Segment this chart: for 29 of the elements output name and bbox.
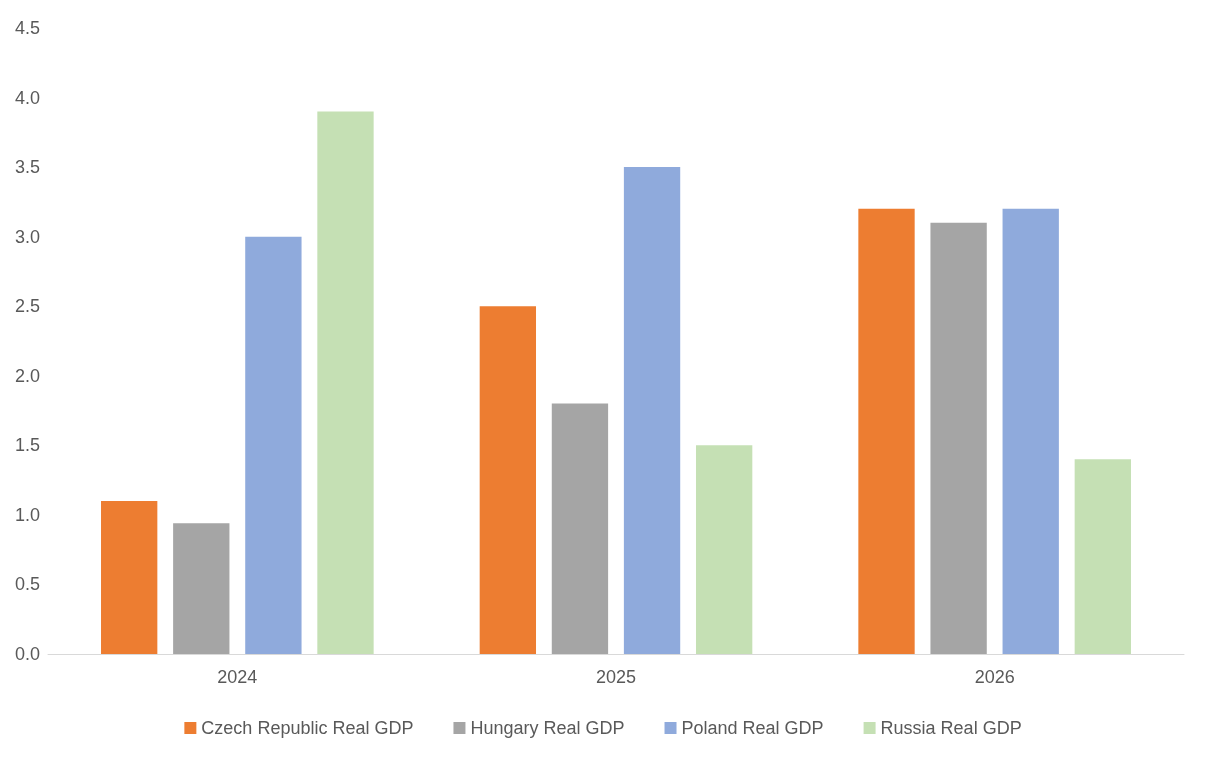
bar xyxy=(1002,208,1059,654)
legend-label: Czech Republic Real GDP xyxy=(201,718,414,738)
x-tick-label: 2026 xyxy=(974,667,1015,687)
bar xyxy=(173,523,230,654)
y-tick-label: 0.0 xyxy=(14,644,40,664)
y-tick-label: 0.5 xyxy=(14,574,40,595)
bar xyxy=(930,222,987,654)
y-tick-label: 1.0 xyxy=(14,504,40,525)
y-tick-label: 4.5 xyxy=(14,18,40,38)
bar xyxy=(695,445,753,654)
bar xyxy=(623,167,681,654)
y-tick-label: 1.5 xyxy=(14,435,40,456)
legend-label: Hungary Real GDP xyxy=(470,718,625,738)
y-tick-label: 2.0 xyxy=(14,365,40,386)
bar xyxy=(858,208,915,654)
y-tick-label: 3.0 xyxy=(14,226,40,247)
y-tick-label: 3.5 xyxy=(14,157,40,178)
bar xyxy=(245,236,302,654)
legend-label: Russia Real GDP xyxy=(880,718,1022,738)
bar xyxy=(317,111,374,654)
x-tick-label: 2025 xyxy=(595,667,637,687)
bar xyxy=(551,403,609,654)
bar xyxy=(479,306,537,654)
y-tick-label: 4.0 xyxy=(14,87,40,108)
legend-label: Poland Real GDP xyxy=(681,718,824,738)
y-tick-label: 2.5 xyxy=(14,296,40,317)
x-tick-label: 2024 xyxy=(217,667,258,687)
bar xyxy=(101,500,158,654)
bar xyxy=(1074,459,1131,654)
